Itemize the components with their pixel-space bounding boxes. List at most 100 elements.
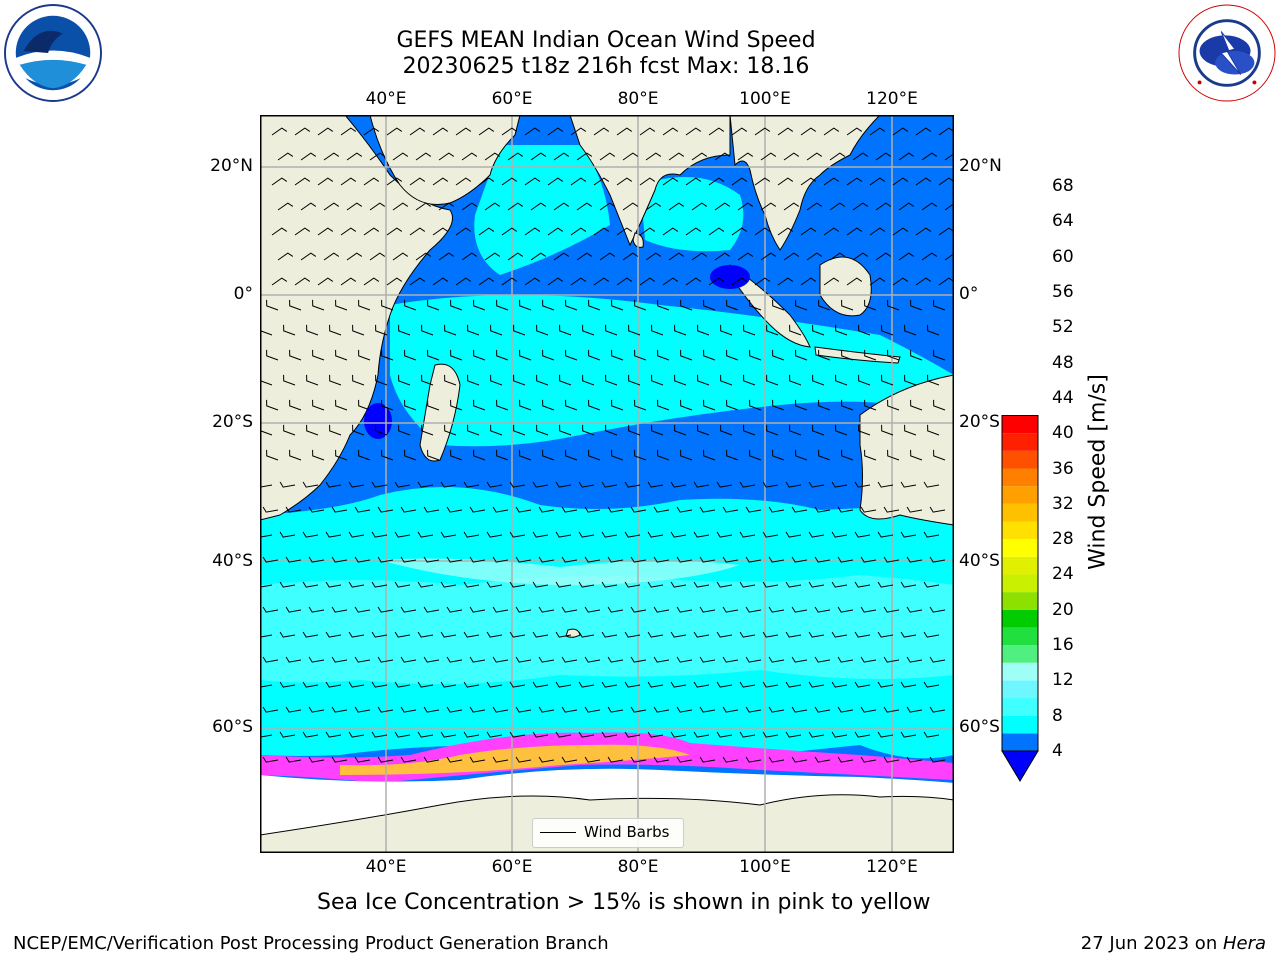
borneo-land [819, 256, 872, 317]
wind-barb [722, 656, 739, 663]
lat-right-tick-label: 60°S [959, 717, 1000, 737]
wind-barb [593, 227, 610, 236]
wind-barb [703, 399, 716, 411]
wind-barb [745, 556, 762, 563]
wind-barb [668, 252, 685, 261]
wind-barb [854, 581, 871, 588]
wind-barb [576, 152, 593, 161]
wind-barb [768, 756, 785, 763]
wind-barb [340, 227, 357, 236]
wind-barb [398, 324, 411, 336]
wind-barb [509, 531, 526, 538]
wind-barb [749, 299, 762, 311]
wind-speed-map [260, 115, 954, 853]
wind-barb [446, 506, 463, 513]
wind-barb [555, 681, 572, 688]
wind-barb [923, 531, 940, 538]
wind-barb [703, 449, 716, 461]
wind-barb [693, 681, 710, 688]
wind-barb [749, 399, 762, 411]
wind-band-light [260, 575, 954, 684]
wind-barb [340, 177, 357, 186]
wind-barb [294, 227, 311, 236]
colorbar-segment [1002, 574, 1038, 593]
wind-barb [467, 374, 480, 386]
lon-bot-tick-label: 80°E [617, 857, 659, 877]
wind-barb [331, 606, 348, 613]
wind-barb [532, 481, 549, 488]
lat-left-tick-label: 20°N [210, 156, 253, 176]
wind-barb [352, 374, 365, 386]
colorbar-label: Wind Speed [m/s] [1085, 374, 1111, 570]
wind-barb [777, 277, 794, 286]
wind-barb [559, 324, 572, 336]
wind-barb [691, 202, 708, 211]
wind-barb [697, 374, 710, 386]
noaa-logo [4, 4, 102, 102]
wind-barb [469, 506, 486, 513]
colorbar-segment [1002, 609, 1038, 628]
wind-barb [532, 731, 549, 738]
wind-barb [616, 177, 633, 186]
wind-barb [630, 706, 647, 713]
wind-barb [645, 252, 662, 261]
wind-barb [869, 127, 886, 136]
wind-barb [835, 424, 848, 436]
wind-barb [377, 656, 394, 663]
wind-barb [519, 299, 532, 311]
wind-barb [547, 127, 564, 136]
wind-barb [737, 202, 754, 211]
wind-barb [369, 152, 386, 161]
wind-barb [685, 227, 702, 236]
wind-barb [486, 581, 503, 588]
wind-barb [346, 252, 363, 261]
wind-barb [795, 349, 808, 361]
wind-barb [576, 202, 593, 211]
wind-barb [306, 374, 319, 386]
wind-barb [492, 706, 509, 713]
wind-barb [921, 152, 938, 161]
wind-barb [358, 449, 371, 461]
colorbar-tick-label: 52 [1052, 317, 1074, 338]
wind-barb [455, 227, 472, 236]
wind-barb [869, 177, 886, 186]
wind-barb [883, 656, 900, 663]
wind-barb [325, 481, 342, 488]
wind-barb [463, 681, 480, 688]
wind-barb [743, 374, 756, 386]
wind-barb [461, 152, 478, 161]
wind-barb [754, 227, 771, 236]
wind-barb [530, 252, 547, 261]
colorbar-extend-triangle [1001, 750, 1039, 782]
wind-barb [923, 631, 940, 638]
wind-barb [588, 299, 601, 311]
wind-barb [553, 252, 570, 261]
wind-barb [800, 277, 817, 286]
wind-barb [513, 324, 526, 336]
wind-barb [285, 556, 302, 563]
wind-barb [377, 556, 394, 563]
wind-barb [829, 202, 846, 211]
wind-barb [363, 177, 380, 186]
wind-barb [841, 449, 854, 461]
wind-barb [400, 556, 417, 563]
wind-barb [463, 481, 480, 488]
wind-barb [699, 656, 716, 663]
wind-barb [547, 177, 564, 186]
wind-barb [519, 399, 532, 411]
wind-barb [444, 374, 457, 386]
wind-barb [515, 756, 532, 763]
wind-barb [444, 424, 457, 436]
wind-barb [676, 756, 693, 763]
wind-barb [708, 127, 725, 136]
wind-barb [837, 656, 854, 663]
wind-barb [714, 202, 731, 211]
wind-barb [329, 424, 342, 436]
wind-barb [358, 349, 371, 361]
wind-barb [814, 756, 831, 763]
wind-barb [486, 631, 503, 638]
wind-barb [647, 531, 664, 538]
colorbar-segment [1002, 627, 1038, 646]
lat-right-tick-label: 20°S [959, 412, 1000, 432]
wind-barb [306, 324, 319, 336]
